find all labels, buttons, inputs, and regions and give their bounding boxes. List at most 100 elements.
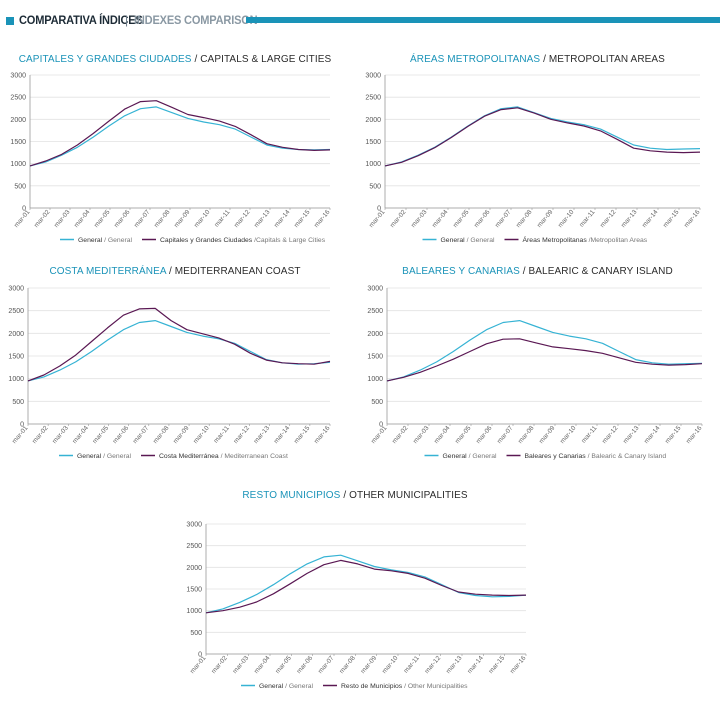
x-tick-label: mar-02 xyxy=(391,424,410,445)
x-tick-label: mar-07 xyxy=(317,654,336,675)
x-tick-label: mar-11 xyxy=(403,654,422,674)
header-title-en: INDEXES COMPARISON xyxy=(134,13,258,27)
x-tick-label: mar-14 xyxy=(273,208,292,229)
legend-label: Costa Mediterránea / Mediterranean Coast xyxy=(159,453,288,460)
x-tick-label: mar-11 xyxy=(578,208,597,228)
x-tick-label: mar-03 xyxy=(410,208,429,229)
legend-label-main: General xyxy=(78,237,104,244)
x-tick-label: mar-07 xyxy=(494,208,513,229)
x-tick-label: mar-03 xyxy=(232,654,251,675)
chart-title: COSTA MEDITERRÁNEA / MEDITERRANEAN COAST xyxy=(0,266,350,277)
x-tick-label: mar-12 xyxy=(232,424,251,445)
legend-label-main: Costa Mediterránea xyxy=(159,453,221,460)
x-tick-label: mar-06 xyxy=(112,424,131,445)
y-tick-label: 2000 xyxy=(365,117,381,124)
y-tick-label: 0 xyxy=(379,422,383,429)
chart-title-es: ÁREAS METROPOLITANAS xyxy=(410,54,541,65)
x-tick-label: mar-03 xyxy=(53,208,72,229)
x-tick-label: mar-05 xyxy=(91,424,110,445)
x-tick-label: mar-04 xyxy=(71,424,90,445)
y-tick-label: 3000 xyxy=(10,73,26,80)
legend-label: Baleares y Canarias / Balearic & Canary … xyxy=(525,453,667,460)
y-tick-label: 2000 xyxy=(367,331,383,338)
series-line-general xyxy=(27,319,331,382)
x-tick-label: mar-16 xyxy=(683,208,702,229)
y-tick-label: 500 xyxy=(12,399,24,406)
legend-label-sub: / General xyxy=(103,453,131,460)
series-line-general xyxy=(205,554,527,614)
page-header: COMPARATIVA ÍNDICES | INDEXES COMPARISON xyxy=(0,10,720,32)
legend-label-main: Baleares y Canarias xyxy=(525,453,588,460)
y-tick-label: 500 xyxy=(369,183,381,190)
x-tick-label: mar-10 xyxy=(557,208,576,229)
x-tick-label: mar-06 xyxy=(296,654,315,675)
x-tick-label: mar-13 xyxy=(620,208,639,229)
legend-label-sub: / Balearic & Canary Island xyxy=(588,453,667,460)
x-tick-label: mar-07 xyxy=(496,424,515,445)
x-tick-label: mar-04 xyxy=(431,208,450,229)
legend-label-main: General xyxy=(441,237,467,244)
x-tick-label: mar-03 xyxy=(51,424,70,445)
x-tick-label: mar-08 xyxy=(152,424,171,445)
x-tick-label: mar-12 xyxy=(233,208,252,229)
x-tick-label: mar-09 xyxy=(173,208,192,229)
y-tick-label: 3000 xyxy=(367,286,383,293)
chart-areas: ÁREAS METROPOLITANAS / METROPOLITAN AREA… xyxy=(355,50,720,250)
x-tick-label: mar-13 xyxy=(253,208,272,229)
chart-title-es: COSTA MEDITERRÁNEA xyxy=(49,266,167,277)
y-tick-label: 1000 xyxy=(367,376,383,383)
legend-label-sub: /Capitals & Large Cities xyxy=(254,237,326,244)
x-tick-label: mar-04 xyxy=(433,424,452,445)
x-tick-label: mar-08 xyxy=(515,208,534,229)
legend-label-sub: / General xyxy=(467,237,495,244)
x-tick-label: mar-06 xyxy=(475,424,494,445)
x-tick-label: mar-04 xyxy=(253,654,272,675)
x-tick-label: mar-05 xyxy=(274,654,293,675)
legend-label: Capitales y Grandes Ciudades /Capitals &… xyxy=(160,237,326,244)
y-tick-label: 1500 xyxy=(367,354,383,361)
y-tick-label: 2000 xyxy=(8,331,24,338)
x-tick-label: mar-13 xyxy=(253,424,272,445)
y-tick-label: 0 xyxy=(198,652,202,659)
x-tick-label: mar-15 xyxy=(293,208,312,229)
legend-label-main: General xyxy=(443,453,469,460)
x-tick-label: mar-09 xyxy=(536,208,555,229)
x-tick-label: mar-09 xyxy=(538,424,557,445)
x-tick-label: mar-09 xyxy=(360,654,379,675)
legend-label-sub: /Metropolitan Areas xyxy=(589,237,648,244)
y-tick-label: 0 xyxy=(22,206,26,213)
header-title-es: COMPARATIVA ÍNDICES xyxy=(19,13,143,27)
chart-capitales: CAPITALES Y GRANDES CIUDADES / CAPITALS … xyxy=(0,50,350,250)
legend-label-sub: / Other Municipalities xyxy=(404,683,468,690)
chart-title: ÁREAS METROPOLITANAS / METROPOLITAN AREA… xyxy=(355,54,720,65)
header-square-marker xyxy=(6,17,14,25)
chart-title-es: RESTO MUNICIPIOS xyxy=(242,490,341,501)
y-tick-label: 2500 xyxy=(10,95,26,102)
x-tick-label: mar-10 xyxy=(381,654,400,675)
legend-label-main: General xyxy=(259,683,285,690)
y-tick-label: 1000 xyxy=(10,161,26,168)
y-tick-label: 1000 xyxy=(365,161,381,168)
chart-title-en: / METROPOLITAN AREAS xyxy=(543,54,665,65)
chart-title-en: / OTHER MUNICIPALITIES xyxy=(343,490,468,501)
legend-label-sub: / General xyxy=(469,453,497,460)
y-tick-label: 500 xyxy=(371,399,383,406)
series-line-segment xyxy=(205,559,527,614)
x-tick-label: mar-06 xyxy=(113,208,132,229)
x-tick-label: mar-12 xyxy=(599,208,618,229)
legend-label-main: Áreas Metropolitanas xyxy=(523,235,589,244)
x-tick-label: mar-13 xyxy=(622,424,641,445)
chart-title: RESTO MUNICIPIOS / OTHER MUNICIPALITIES xyxy=(160,490,550,501)
x-tick-label: mar-07 xyxy=(133,208,152,229)
x-tick-label: mar-16 xyxy=(685,424,704,445)
x-tick-label: mar-05 xyxy=(93,208,112,229)
x-tick-label: mar-12 xyxy=(601,424,620,445)
x-tick-label: mar-15 xyxy=(488,654,507,675)
y-tick-label: 2500 xyxy=(186,543,202,550)
x-tick-label: mar-10 xyxy=(559,424,578,445)
y-tick-label: 1000 xyxy=(186,608,202,615)
x-tick-label: mar-02 xyxy=(210,654,229,675)
